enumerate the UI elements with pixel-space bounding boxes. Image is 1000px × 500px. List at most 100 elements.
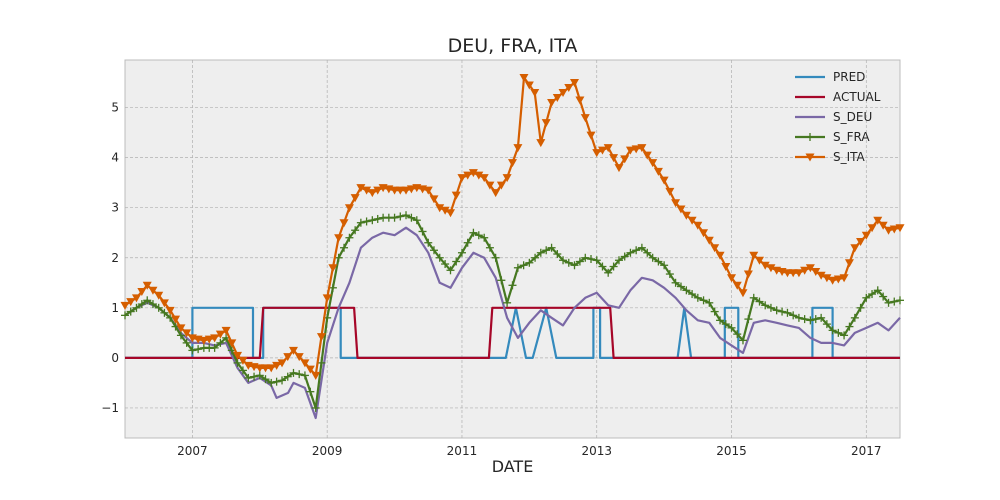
data-point-triangle (171, 315, 181, 324)
data-point-plus (789, 311, 798, 320)
data-point-triangle (541, 119, 551, 128)
data-point-triangle (743, 270, 753, 279)
data-point-triangle (485, 181, 495, 190)
data-point-plus (575, 257, 584, 266)
x-tick-label: 2007 (177, 444, 208, 458)
data-point-plus (547, 243, 556, 252)
data-point-plus (693, 293, 702, 302)
data-point-plus (137, 300, 146, 309)
data-point-plus (435, 253, 444, 262)
x-tick-label: 2013 (581, 444, 612, 458)
data-point-triangle (614, 164, 624, 173)
data-point-triangle (710, 244, 720, 253)
data-point-triangle (479, 174, 489, 183)
data-point-plus (278, 376, 287, 385)
data-point-plus (806, 133, 814, 141)
data-point-triangle (760, 261, 770, 270)
data-point-plus (665, 270, 674, 279)
data-point-plus (154, 303, 163, 312)
data-point-triangle (637, 144, 647, 153)
data-point-plus (614, 256, 623, 265)
data-point-plus (654, 257, 663, 266)
y-tick-label: 5 (111, 101, 119, 115)
data-point-plus (570, 261, 579, 270)
data-point-triangle (547, 99, 557, 108)
data-point-triangle (261, 364, 271, 373)
data-point-plus (671, 278, 680, 287)
data-point-plus (676, 282, 685, 291)
plot-area (124, 59, 901, 439)
data-point-triangle (300, 359, 310, 368)
data-point-plus (356, 218, 365, 227)
data-point-triangle (715, 251, 725, 260)
data-point-triangle (451, 191, 461, 200)
data-point-plus (491, 253, 500, 262)
data-point-plus (418, 227, 427, 236)
data-point-plus (238, 366, 247, 375)
data-point-triangle (782, 269, 792, 278)
data-point-triangle (204, 335, 214, 344)
data-point-triangle (592, 149, 602, 158)
data-point-plus (811, 315, 820, 324)
data-point-plus (688, 290, 697, 299)
data-point-plus (289, 368, 298, 377)
series-s-ita (120, 74, 905, 380)
data-point-plus (581, 253, 590, 262)
data-point-triangle (878, 221, 888, 230)
data-point-triangle (671, 199, 681, 208)
data-point-triangle (681, 211, 691, 220)
data-point-triangle (491, 189, 501, 198)
data-point-plus (311, 403, 320, 412)
data-point-triangle (148, 286, 158, 295)
data-point-plus (761, 301, 770, 310)
data-point-triangle (620, 155, 630, 164)
data-point-triangle (255, 364, 265, 373)
data-point-triangle (362, 186, 372, 195)
data-point-plus (794, 313, 803, 322)
data-point-plus (480, 233, 489, 242)
data-point-triangle (429, 195, 439, 204)
data-point-plus (559, 256, 568, 265)
data-point-triangle (334, 234, 344, 243)
data-point-plus (194, 345, 203, 354)
data-point-plus (705, 298, 714, 307)
data-point-triangle (182, 329, 192, 338)
axis-ticks: 2007 2009 2011 2013 2015 2017 −1 0 1 2 3 4 5 (101, 101, 881, 458)
data-point-plus (210, 343, 219, 352)
data-point-triangle (558, 89, 568, 98)
data-point-plus (255, 371, 264, 380)
data-point-triangle (283, 353, 293, 362)
data-point-triangle (496, 181, 506, 190)
legend-item: S_DEU (795, 110, 872, 124)
data-point-plus (368, 216, 377, 225)
y-tick-label: −1 (101, 401, 119, 415)
data-point-plus (429, 246, 438, 255)
data-point-triangle (294, 353, 304, 362)
data-point-plus (121, 311, 129, 320)
data-point-triangle (272, 361, 282, 370)
data-point-triangle (227, 339, 237, 348)
data-point-plus (721, 320, 730, 329)
data-point-plus (755, 297, 764, 306)
data-point-plus (317, 358, 326, 367)
data-point-triangle (154, 291, 164, 300)
data-point-triangle (316, 333, 326, 342)
data-point-plus (604, 268, 613, 277)
data-point-triangle (215, 330, 225, 339)
data-point-triangle (120, 301, 130, 310)
data-point-triangle (350, 194, 360, 203)
data-point-triangle (322, 294, 332, 303)
data-point-triangle (586, 131, 596, 140)
data-point-plus (564, 258, 573, 267)
data-point-plus (856, 303, 865, 312)
data-point-triangle (754, 256, 764, 265)
data-point-triangle (732, 281, 742, 290)
data-point-triangle (238, 356, 248, 365)
data-point-triangle (288, 346, 298, 355)
data-point-plus (778, 307, 787, 316)
data-point-plus (300, 371, 309, 380)
data-point-plus (744, 315, 753, 324)
data-point-triangle (659, 176, 669, 185)
